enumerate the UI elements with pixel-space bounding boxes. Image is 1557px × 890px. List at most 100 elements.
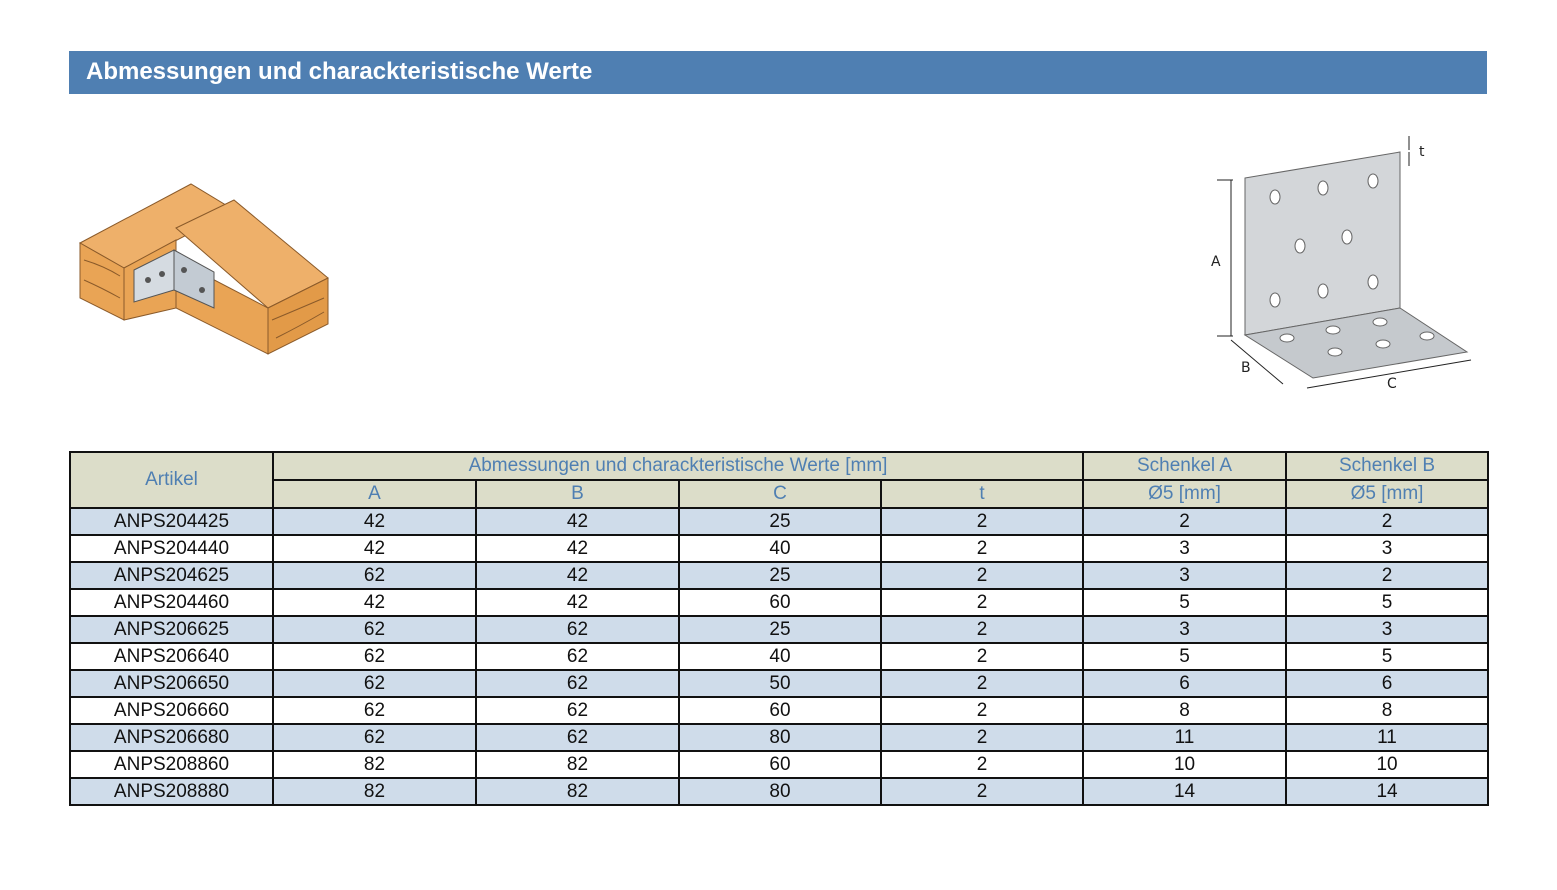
cell-a: 62 xyxy=(272,642,477,671)
cell-b: 82 xyxy=(475,777,680,806)
cell-b: 42 xyxy=(475,507,680,536)
cell-a: 62 xyxy=(272,696,477,725)
cell-sa: 8 xyxy=(1082,696,1288,725)
table-row: ANPS206625 62 62 25 2 3 3 xyxy=(69,615,1490,644)
svg-text:A: A xyxy=(1211,254,1221,270)
cell-sa: 5 xyxy=(1082,588,1288,617)
cell-sb: 3 xyxy=(1285,534,1490,563)
cell-c: 50 xyxy=(678,669,882,698)
table-row: ANPS204625 62 42 25 2 3 2 xyxy=(69,561,1490,590)
cell-b: 62 xyxy=(475,669,680,698)
cell-b: 62 xyxy=(475,723,680,752)
cell-a: 62 xyxy=(272,615,477,644)
header-artikel: Artikel xyxy=(69,451,274,509)
cell-sa: 2 xyxy=(1082,507,1288,536)
header-schenkel-a: Schenkel A xyxy=(1082,451,1288,481)
cell-sa: 3 xyxy=(1082,534,1288,563)
cell-sa: 5 xyxy=(1082,642,1288,671)
table-row: ANPS204460 42 42 60 2 5 5 xyxy=(69,588,1490,617)
bracket-dimension-drawing: A B C t xyxy=(1211,136,1472,392)
spec-table: Artikel Abmessungen und charackteristisc… xyxy=(69,451,1490,806)
cell-a: 42 xyxy=(272,588,477,617)
table-row: ANPS208880 82 82 80 2 14 14 xyxy=(69,777,1490,806)
cell-t: 2 xyxy=(879,777,1085,806)
cell-artikel: ANPS208880 xyxy=(69,777,274,806)
cell-c: 80 xyxy=(678,777,882,806)
cell-t: 2 xyxy=(879,696,1085,725)
cell-sb: 2 xyxy=(1285,507,1490,536)
cell-c: 25 xyxy=(678,561,882,590)
cell-t: 2 xyxy=(879,669,1085,698)
section-title: Abmessungen und charackteristische Werte xyxy=(69,51,1487,94)
cell-a: 62 xyxy=(272,669,477,698)
cell-t: 2 xyxy=(879,750,1085,779)
cell-sb: 6 xyxy=(1285,669,1490,698)
cell-t: 2 xyxy=(879,615,1085,644)
cell-sb: 3 xyxy=(1285,615,1490,644)
cell-t: 2 xyxy=(879,723,1085,752)
cell-t: 2 xyxy=(879,588,1085,617)
cell-sa: 14 xyxy=(1082,777,1288,806)
cell-t: 2 xyxy=(879,642,1085,671)
cell-a: 82 xyxy=(272,777,477,806)
cell-c: 60 xyxy=(678,588,882,617)
svg-text:B: B xyxy=(1241,360,1251,376)
table-row: ANPS208860 82 82 60 2 10 10 xyxy=(69,750,1490,779)
cell-t: 2 xyxy=(879,507,1085,536)
header-b: B xyxy=(475,479,680,509)
header-t: t xyxy=(879,479,1085,509)
cell-artikel: ANPS206625 xyxy=(69,615,274,644)
cell-artikel: ANPS206680 xyxy=(69,723,274,752)
cell-sa: 3 xyxy=(1082,615,1288,644)
table-row: ANPS206660 62 62 60 2 8 8 xyxy=(69,696,1490,725)
timber-joint-illustration xyxy=(78,183,329,355)
cell-c: 40 xyxy=(678,642,882,671)
table-row: ANPS206680 62 62 80 2 11 11 xyxy=(69,723,1490,752)
cell-sb: 10 xyxy=(1285,750,1490,779)
cell-a: 62 xyxy=(272,561,477,590)
table-row: ANPS206650 62 62 50 2 6 6 xyxy=(69,669,1490,698)
cell-c: 60 xyxy=(678,750,882,779)
table-row: ANPS204425 42 42 25 2 2 2 xyxy=(69,507,1490,536)
cell-sa: 6 xyxy=(1082,669,1288,698)
cell-b: 82 xyxy=(475,750,680,779)
cell-a: 42 xyxy=(272,507,477,536)
cell-c: 60 xyxy=(678,696,882,725)
cell-sb: 2 xyxy=(1285,561,1490,590)
cell-b: 42 xyxy=(475,561,680,590)
cell-artikel: ANPS206640 xyxy=(69,642,274,671)
cell-c: 40 xyxy=(678,534,882,563)
cell-a: 42 xyxy=(272,534,477,563)
cell-sb: 11 xyxy=(1285,723,1490,752)
cell-sa: 3 xyxy=(1082,561,1288,590)
cell-t: 2 xyxy=(879,561,1085,590)
header-schenkel-b: Schenkel B xyxy=(1285,451,1490,481)
header-dims-group: Abmessungen und charackteristische Werte… xyxy=(271,451,1085,481)
cell-sa: 11 xyxy=(1082,723,1288,752)
cell-artikel: ANPS204440 xyxy=(69,534,274,563)
cell-sb: 5 xyxy=(1285,642,1490,671)
cell-b: 62 xyxy=(475,696,680,725)
cell-artikel: ANPS204425 xyxy=(69,507,274,536)
svg-text:C: C xyxy=(1387,376,1397,392)
header-hole-a: Ø5 [mm] xyxy=(1082,479,1288,509)
cell-a: 62 xyxy=(272,723,477,752)
cell-artikel: ANPS208860 xyxy=(69,750,274,779)
header-a: A xyxy=(272,479,477,509)
cell-b: 62 xyxy=(475,642,680,671)
cell-c: 80 xyxy=(678,723,882,752)
cell-b: 42 xyxy=(475,588,680,617)
cell-sb: 5 xyxy=(1285,588,1490,617)
cell-sb: 8 xyxy=(1285,696,1490,725)
cell-t: 2 xyxy=(879,534,1085,563)
svg-text:t: t xyxy=(1419,144,1425,160)
header-c: C xyxy=(678,479,882,509)
header-hole-b: Ø5 [mm] xyxy=(1285,479,1490,509)
cell-artikel: ANPS206650 xyxy=(69,669,274,698)
cell-a: 82 xyxy=(272,750,477,779)
cell-b: 42 xyxy=(475,534,680,563)
table-row: ANPS204440 42 42 40 2 3 3 xyxy=(69,534,1490,563)
cell-artikel: ANPS204460 xyxy=(69,588,274,617)
table-row: ANPS206640 62 62 40 2 5 5 xyxy=(69,642,1490,671)
cell-artikel: ANPS204625 xyxy=(69,561,274,590)
